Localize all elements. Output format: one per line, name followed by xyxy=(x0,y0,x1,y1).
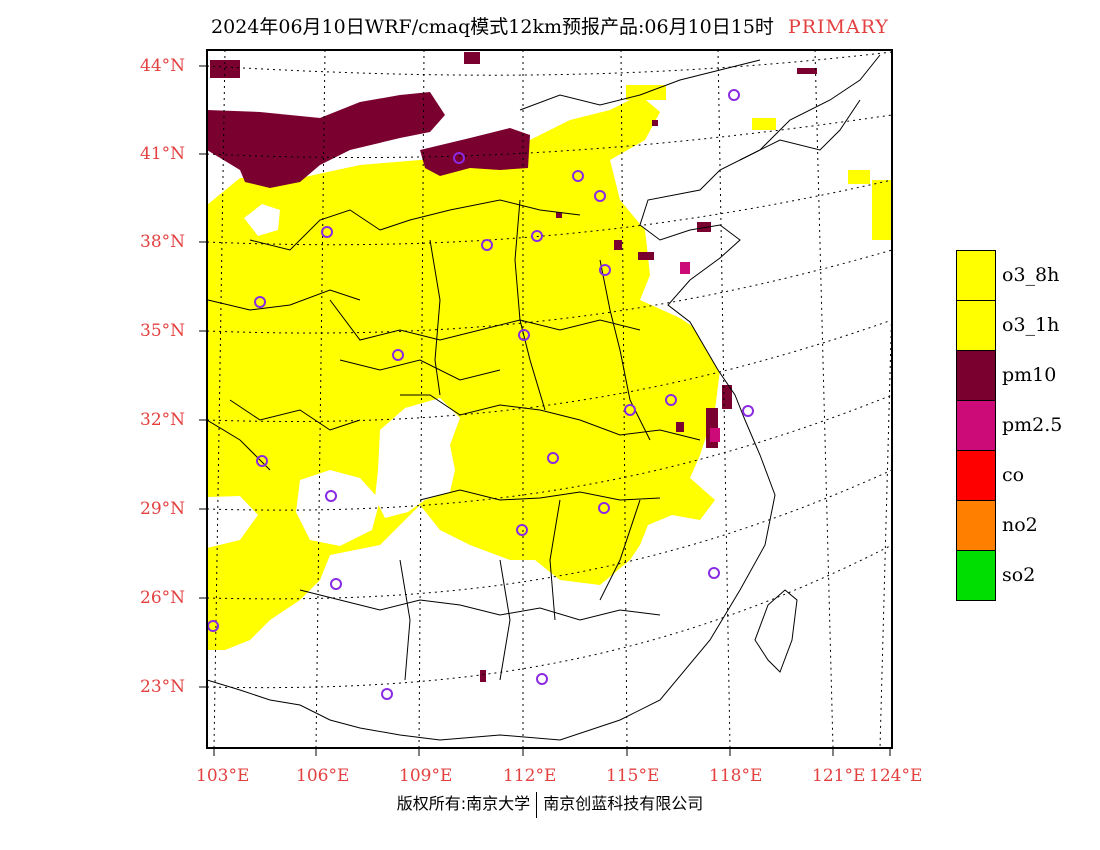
lat-label-44: 44°N xyxy=(140,56,186,76)
map-frame xyxy=(206,49,893,749)
pm10-region xyxy=(207,92,445,188)
legend-label: co xyxy=(1002,464,1025,486)
axis-ticks xyxy=(199,65,891,756)
lon-label-124: 124°E xyxy=(869,766,923,786)
lat-label-26: 26°N xyxy=(140,588,186,608)
clear-area-northwest xyxy=(244,204,280,236)
legend-label: o3_1h xyxy=(1002,314,1060,336)
title-main: 2024年06月10日WRF/cmaq模式12km预报产品:06月10日15时 xyxy=(211,16,774,38)
lat-label-32: 32°N xyxy=(140,410,186,430)
legend-label: no2 xyxy=(1002,514,1038,536)
legend-label: pm2.5 xyxy=(1002,414,1063,436)
legend-swatch xyxy=(956,550,996,601)
legend-swatch xyxy=(956,350,996,401)
footer-divider xyxy=(536,791,538,818)
graticule xyxy=(207,50,892,748)
legend-label: pm10 xyxy=(1002,364,1057,386)
map-layers xyxy=(207,50,892,748)
clear-area-sichuan xyxy=(375,398,460,518)
copyright-company: 南京创蓝科技有限公司 xyxy=(543,794,704,813)
legend-swatch xyxy=(956,400,996,451)
legend-label: o3_8h xyxy=(1002,264,1060,286)
legend-swatch xyxy=(956,500,996,551)
lon-label-106: 106°E xyxy=(296,766,350,786)
lat-label-29: 29°N xyxy=(140,499,186,519)
legend-label: so2 xyxy=(1002,564,1036,586)
pm10-region-center xyxy=(420,128,530,176)
boundary-lines xyxy=(207,54,881,741)
lon-label-103: 103°E xyxy=(196,766,250,786)
clear-area-guizhou xyxy=(296,470,380,546)
legend-swatch xyxy=(956,250,996,301)
lat-label-35: 35°N xyxy=(140,321,186,341)
lat-label-41: 41°N xyxy=(140,144,186,164)
legend-swatch xyxy=(956,450,996,501)
lon-label-115: 115°E xyxy=(606,766,660,786)
sea-area xyxy=(620,50,892,748)
copyright-owner: 版权所有:南京大学 xyxy=(396,794,531,813)
primary-tag: PRIMARY xyxy=(787,16,889,38)
lon-label-109: 109°E xyxy=(399,766,453,786)
lon-label-118: 118°E xyxy=(709,766,763,786)
legend-swatch xyxy=(956,300,996,351)
map-title: 2024年06月10日WRF/cmaq模式12km预报产品:06月10日15时 P… xyxy=(0,12,1100,39)
lon-label-112: 112°E xyxy=(503,766,557,786)
lat-label-23: 23°N xyxy=(140,677,186,697)
lat-label-38: 38°N xyxy=(140,232,186,252)
lon-label-121: 121°E xyxy=(812,766,866,786)
copyright-footer: 版权所有:南京大学 南京创蓝科技有限公司 xyxy=(0,790,1100,818)
